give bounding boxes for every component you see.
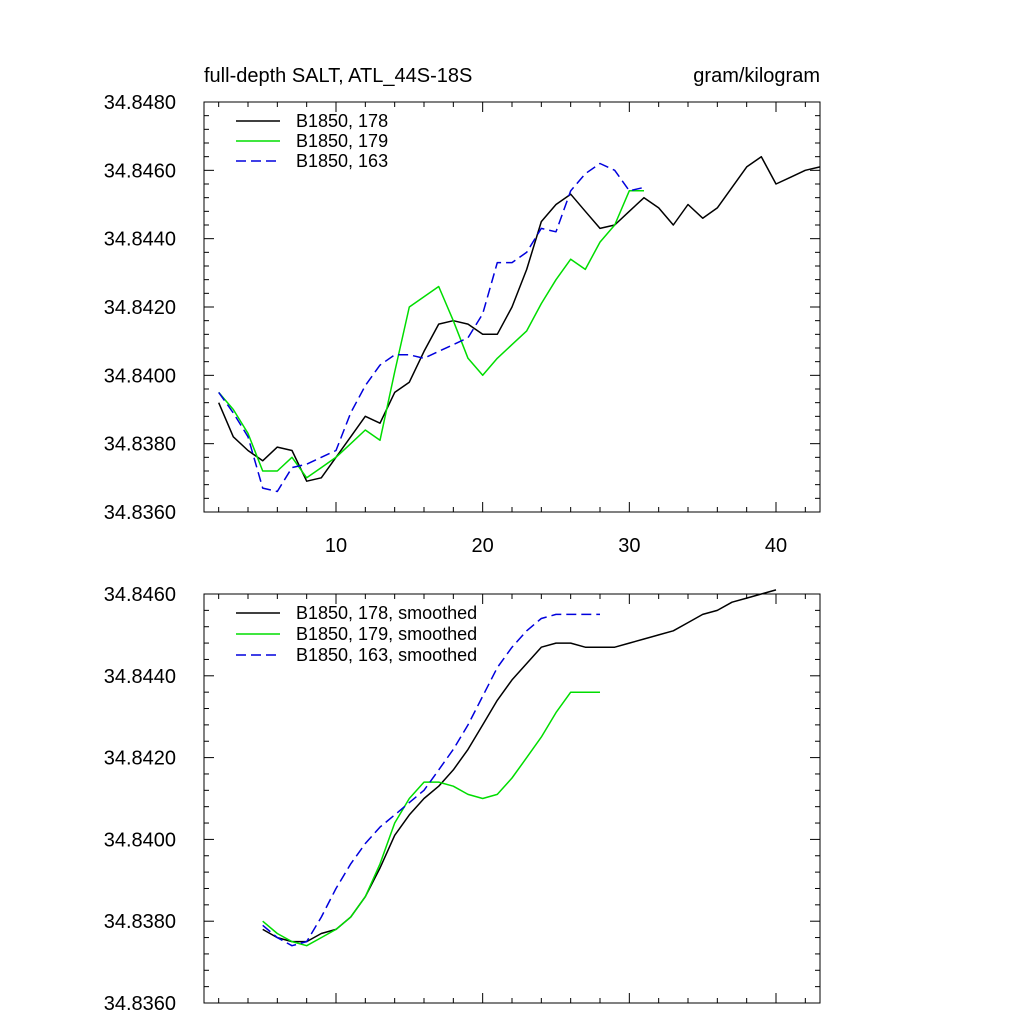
legend-label: B1850, 178 (296, 111, 388, 131)
y-tick-label: 34.8400 (104, 365, 176, 387)
series-line (218, 162, 645, 493)
y-tick-label: 34.8460 (104, 584, 176, 606)
title-right: gram/kilogram (693, 65, 820, 87)
series-line (262, 691, 600, 947)
legend-label: B1850, 179, smoothed (296, 624, 477, 644)
legend-label: B1850, 178, smoothed (296, 603, 477, 623)
x-tick-label: 30 (618, 535, 640, 557)
legend-label: B1850, 163, smoothed (296, 645, 477, 665)
x-tick-label: 20 (472, 535, 494, 557)
y-tick-label: 34.8380 (104, 434, 176, 456)
legend-label: B1850, 163 (296, 151, 388, 171)
title-left: full-depth SALT, ATL_44S-18S (204, 65, 472, 87)
series-line (218, 155, 821, 482)
y-tick-label: 34.8420 (104, 297, 176, 319)
y-tick-label: 34.8380 (104, 911, 176, 933)
y-tick-label: 34.8440 (104, 229, 176, 251)
y-tick-label: 34.8460 (104, 160, 176, 182)
series-line (262, 613, 600, 947)
y-tick-label: 34.8400 (104, 829, 176, 851)
y-tick-label: 34.8440 (104, 666, 176, 688)
top-panel: full-depth SALT, ATL_44S-18S gram/kilogr… (104, 65, 821, 557)
series-line (218, 190, 644, 479)
y-tick-label: 34.8480 (104, 92, 176, 114)
y-tick-label: 34.8420 (104, 748, 176, 770)
y-tick-label: 34.8360 (104, 993, 176, 1015)
bottom-panel: 34.8360 34.8380 34.8400 34.8420 34.8440 34.84… (104, 584, 821, 1015)
x-tick-label: 40 (765, 535, 787, 557)
legend-label: B1850, 179 (296, 131, 388, 151)
x-tick-label: 10 (325, 535, 347, 557)
y-tick-label: 34.8360 (104, 502, 176, 524)
